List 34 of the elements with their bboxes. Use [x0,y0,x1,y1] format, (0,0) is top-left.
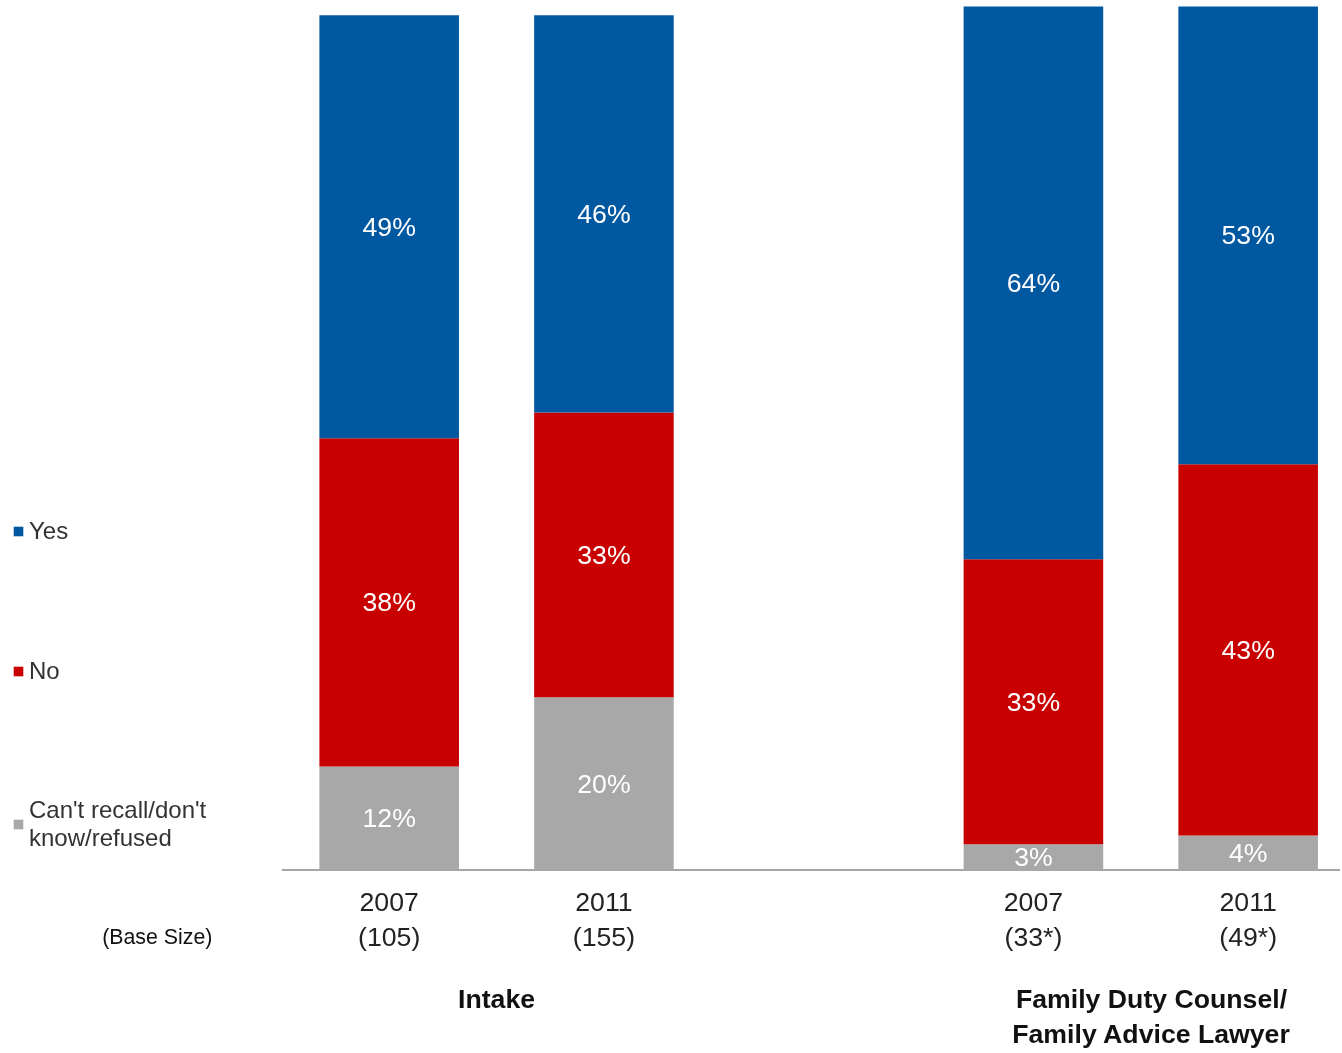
bar [963,559,1104,845]
data-label: 64% [1006,267,1061,298]
text: Family Duty Counsel/ Family Advice Lawyer [1012,984,1290,1049]
text: (Base Size) [102,924,213,949]
bar [534,15,674,413]
bar [319,15,459,439]
data-label: 53% [1221,220,1275,251]
bar [963,6,1104,560]
data-label: 4% [1228,837,1268,868]
text: Intake [458,983,536,1014]
data-label: 43% [1221,634,1275,665]
bar [534,412,674,698]
bar [534,697,674,871]
data-label: 3% [1014,842,1053,873]
data-label: 46% [577,198,631,229]
legend-label: Yes [29,516,69,546]
data-label: 12% [362,803,416,834]
data-label: 20% [577,768,631,799]
x-tick-label: 2007 (33*) [1003,887,1064,952]
bar [1178,464,1318,836]
data-label: 33% [1006,686,1061,717]
x-tick-label: 2011 (155) [572,887,636,952]
legend-label: No [29,656,60,686]
bar [1178,6,1318,465]
x-tick-label: 2011 (49*) [1219,887,1278,952]
data-label: 33% [577,539,631,570]
bar [1178,835,1318,871]
data-label: 38% [362,587,416,618]
data-label: 49% [362,211,416,242]
bar [319,766,459,871]
bar [319,438,459,767]
bar [963,844,1104,871]
legend-label: Can't recall/don't know/refused [29,796,207,852]
x-tick-label: 2007 (105) [358,887,421,952]
